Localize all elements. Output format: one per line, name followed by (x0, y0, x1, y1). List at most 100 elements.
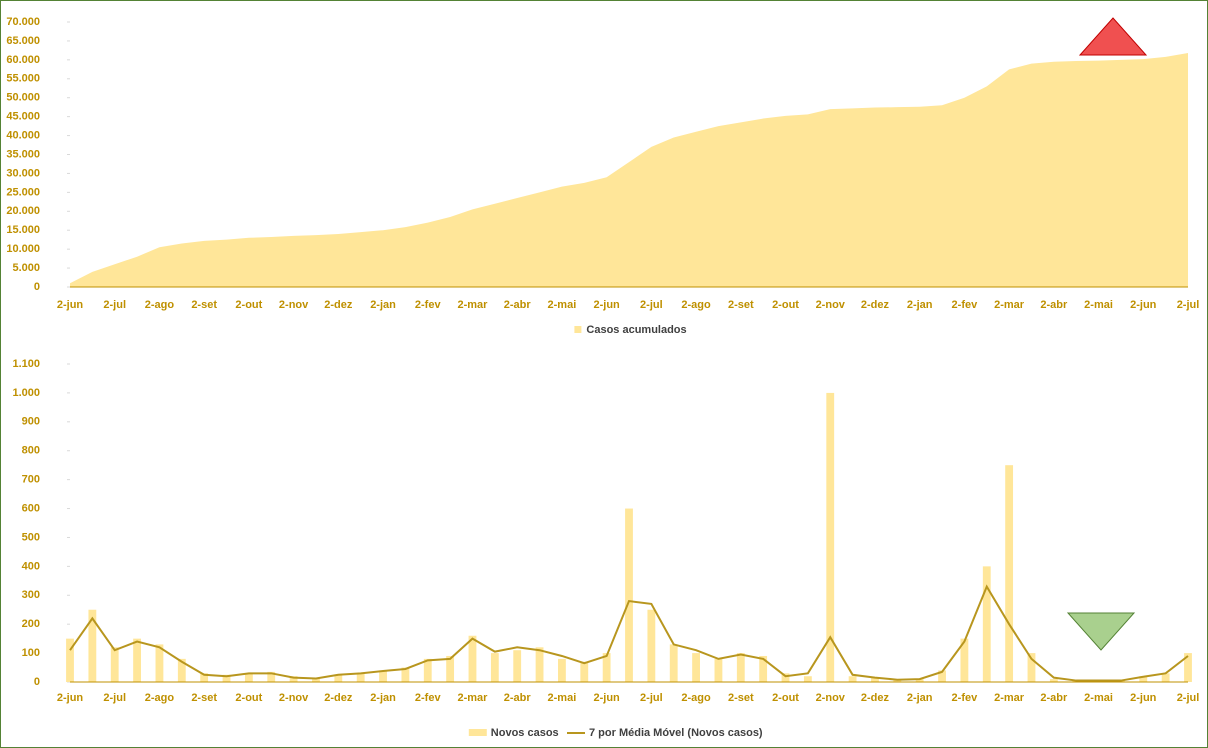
y-tick-label: 500 (22, 531, 40, 543)
y-tick-label: 45.000 (6, 111, 40, 123)
y-tick-label: 100 (22, 647, 40, 659)
y-tick-label: 20.000 (6, 205, 40, 217)
x-tick-label: 2-nov (816, 299, 846, 311)
bar (803, 676, 812, 682)
bar (1161, 673, 1170, 682)
legend-swatch (468, 729, 487, 736)
legend-label: 7 por Média Móvel (Novos casos) (589, 727, 763, 739)
x-tick-label: 2-mar (457, 299, 488, 311)
y-tick-label: 5.000 (12, 262, 40, 274)
bar (759, 655, 768, 682)
down-arrow (1066, 612, 1136, 651)
y-tick-label: 60.000 (6, 54, 40, 66)
x-tick-label: 2-fev (952, 692, 979, 704)
bar (580, 661, 589, 682)
x-tick-label: 2-fev (952, 299, 979, 311)
bar (915, 679, 924, 682)
x-tick-label: 2-ago (681, 692, 711, 704)
bar (781, 673, 790, 682)
bar (468, 635, 477, 682)
bar (88, 609, 97, 682)
x-tick-label: 2-jul (103, 692, 126, 704)
bar (1049, 679, 1058, 682)
bar (647, 609, 656, 682)
y-tick-label: 30.000 (6, 167, 40, 179)
y-tick-label: 15.000 (6, 224, 40, 236)
x-tick-label: 2-dez (324, 299, 353, 311)
y-tick-label: 1.100 (12, 358, 40, 370)
bar (848, 676, 857, 682)
x-tick-label: 2-mai (548, 299, 577, 311)
x-tick-label: 2-out (235, 692, 262, 704)
bar (602, 653, 611, 682)
y-tick-label: 55.000 (6, 73, 40, 85)
y-tick-label: 70.000 (6, 16, 40, 28)
x-tick-label: 2-jan (907, 299, 933, 311)
x-tick-label: 2-abr (1040, 692, 1068, 704)
x-tick-label: 2-nov (816, 692, 846, 704)
bar (871, 677, 879, 682)
legend-swatch (574, 326, 582, 333)
x-tick-label: 2-dez (324, 692, 353, 704)
x-tick-label: 2-mar (457, 692, 488, 704)
x-tick-label: 2-set (728, 692, 754, 704)
bar (982, 566, 991, 682)
line (69, 584, 1189, 682)
y-tick-label: 700 (22, 474, 40, 486)
x-tick-label: 2-mar (994, 692, 1025, 704)
x-tick-label: 2-dez (861, 299, 890, 311)
legend-label: Novos casos (491, 727, 559, 739)
y-tick-label: 800 (22, 445, 40, 457)
x-tick-label: 2-mar (994, 299, 1025, 311)
bar (379, 670, 387, 682)
y-tick-label: 400 (22, 560, 40, 572)
bar (200, 673, 209, 682)
y-tick-label: 1.000 (12, 387, 40, 399)
x-tick-label: 2-jul (640, 692, 663, 704)
y-tick-label: 50.000 (6, 92, 40, 104)
legend-label: Casos acumulados (586, 324, 686, 336)
bar (938, 670, 946, 682)
x-tick-label: 2-jun (1130, 299, 1157, 311)
bar (222, 674, 231, 682)
x-tick-label: 2-jun (593, 299, 620, 311)
x-tick-label: 2-jul (1177, 299, 1200, 311)
x-tick-label: 2-nov (279, 692, 309, 704)
bar (133, 638, 141, 682)
bar (244, 673, 253, 682)
bar (356, 673, 365, 682)
x-tick-label: 2-jan (907, 692, 933, 704)
up-arrow (1078, 17, 1148, 56)
y-tick-label: 40.000 (6, 129, 40, 141)
bar (535, 647, 544, 682)
bar (401, 667, 410, 682)
bar (513, 650, 522, 682)
bar (558, 658, 566, 682)
y-tick-label: 65.000 (6, 35, 40, 47)
y-tick-label: 600 (22, 502, 40, 514)
bar (960, 638, 969, 682)
y-tick-label: 0 (34, 281, 40, 293)
x-tick-label: 2-jan (370, 692, 396, 704)
x-tick-label: 2-jul (640, 299, 663, 311)
bar (446, 655, 455, 682)
x-tick-label: 2-jun (57, 299, 84, 311)
x-tick-label: 2-ago (145, 299, 175, 311)
x-tick-label: 2-jun (57, 692, 84, 704)
x-tick-label: 2-abr (1040, 299, 1068, 311)
y-tick-label: 200 (22, 618, 40, 630)
bar (423, 658, 432, 682)
x-tick-label: 2-jun (1130, 692, 1157, 704)
x-tick-label: 2-jun (593, 692, 620, 704)
y-tick-label: 10.000 (6, 243, 40, 255)
y-tick-label: 900 (22, 416, 40, 428)
y-tick-label: 25.000 (6, 186, 40, 198)
x-tick-label: 2-jul (103, 299, 126, 311)
x-tick-label: 2-nov (279, 299, 309, 311)
bar (177, 658, 186, 682)
x-tick-label: 2-set (191, 692, 217, 704)
x-tick-label: 2-ago (681, 299, 711, 311)
bar (714, 658, 723, 682)
x-tick-label: 2-abr (504, 299, 532, 311)
x-tick-label: 2-fev (415, 299, 442, 311)
